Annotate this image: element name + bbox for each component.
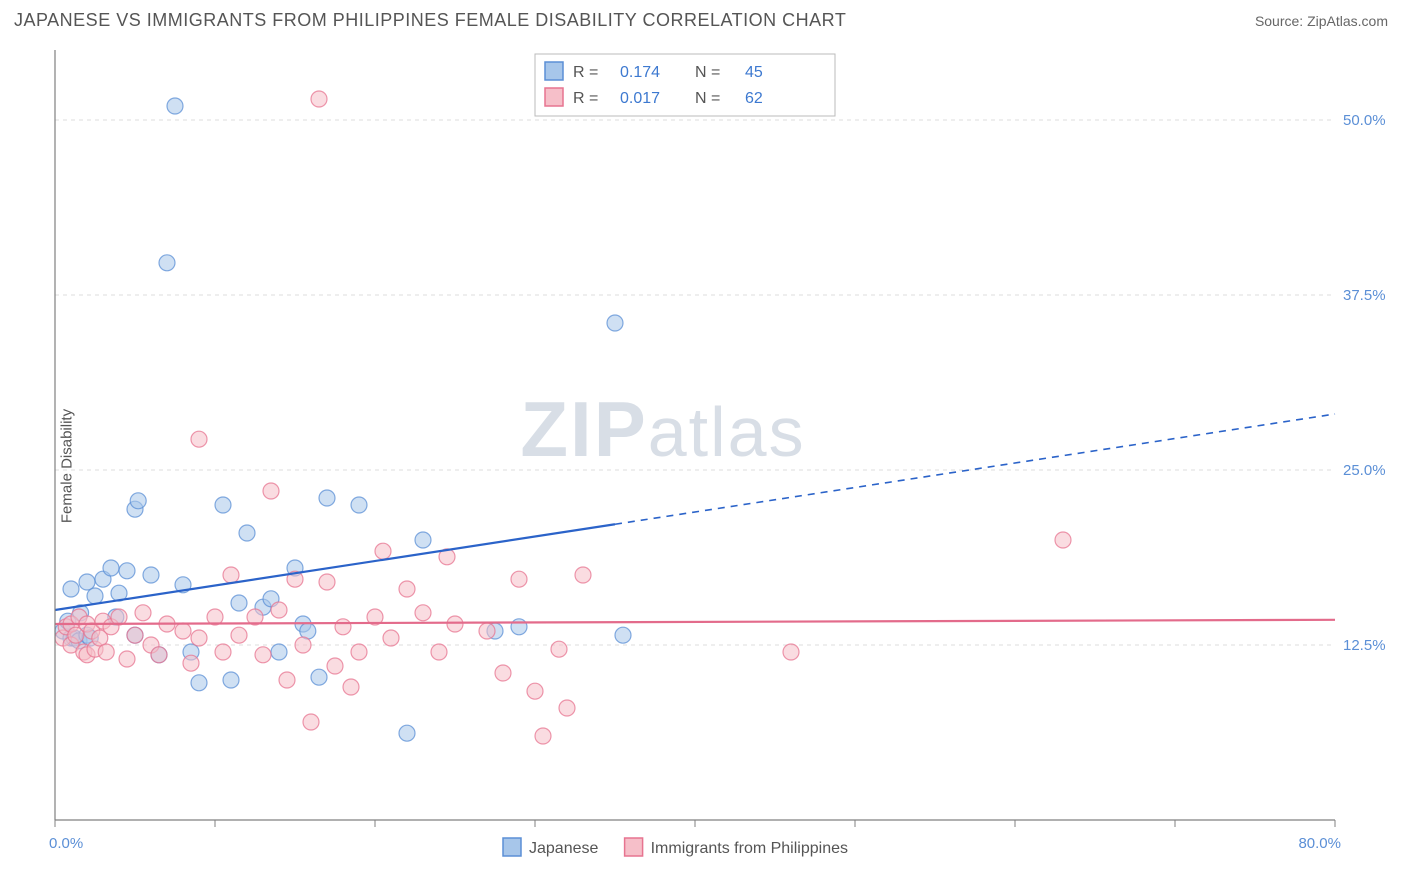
data-point xyxy=(111,609,127,625)
data-point xyxy=(175,623,191,639)
data-point xyxy=(255,647,271,663)
series-legend-swatch xyxy=(503,838,521,856)
data-point xyxy=(351,497,367,513)
data-point xyxy=(79,574,95,590)
data-point xyxy=(63,581,79,597)
data-point xyxy=(87,588,103,604)
data-point xyxy=(431,644,447,660)
data-point xyxy=(135,605,151,621)
data-point xyxy=(327,658,343,674)
data-point xyxy=(295,637,311,653)
legend-r-value: 0.017 xyxy=(620,90,660,107)
legend-n-value: 45 xyxy=(745,64,763,81)
data-point xyxy=(511,571,527,587)
y-tick-label: 25.0% xyxy=(1343,462,1386,479)
data-point xyxy=(535,728,551,744)
legend-n-value: 62 xyxy=(745,90,763,107)
chart-header: JAPANESE VS IMMIGRANTS FROM PHILIPPINES … xyxy=(0,0,1406,37)
data-point xyxy=(127,627,143,643)
data-point xyxy=(215,644,231,660)
data-point xyxy=(271,602,287,618)
y-tick-label: 50.0% xyxy=(1343,112,1386,129)
data-point xyxy=(575,567,591,583)
series-legend-label: Immigrants from Philippines xyxy=(651,840,848,857)
data-point xyxy=(1055,532,1071,548)
data-point xyxy=(311,669,327,685)
data-point xyxy=(215,497,231,513)
data-point xyxy=(415,532,431,548)
y-tick-label: 12.5% xyxy=(1343,637,1386,654)
series-legend-label: Japanese xyxy=(529,840,598,857)
data-point xyxy=(399,725,415,741)
data-point xyxy=(239,525,255,541)
data-point xyxy=(479,623,495,639)
legend-n-label: N = xyxy=(695,64,720,81)
chart-area: Female Disability 12.5% 25.0% 37.5% 50.0% ZI… xyxy=(0,40,1406,892)
data-point xyxy=(263,483,279,499)
data-point xyxy=(191,675,207,691)
data-point xyxy=(191,630,207,646)
legend-r-value: 0.174 xyxy=(620,64,660,81)
data-point xyxy=(271,644,287,660)
data-point xyxy=(130,493,146,509)
data-point xyxy=(527,683,543,699)
data-point xyxy=(319,574,335,590)
data-point xyxy=(415,605,431,621)
data-point xyxy=(615,627,631,643)
data-point xyxy=(335,619,351,635)
data-point xyxy=(167,98,183,114)
data-point xyxy=(303,714,319,730)
data-point xyxy=(383,630,399,646)
data-point xyxy=(231,627,247,643)
data-point xyxy=(223,567,239,583)
data-point xyxy=(399,581,415,597)
data-point xyxy=(103,560,119,576)
legend-swatch xyxy=(545,88,563,106)
data-point xyxy=(279,672,295,688)
data-point xyxy=(223,672,239,688)
data-point xyxy=(495,665,511,681)
data-point xyxy=(351,644,367,660)
series-legend-swatch xyxy=(625,838,643,856)
data-point xyxy=(319,490,335,506)
data-point xyxy=(191,431,207,447)
data-point xyxy=(343,679,359,695)
watermark: ZIPatlas xyxy=(520,385,805,473)
data-point xyxy=(511,619,527,635)
source-link[interactable]: ZipAtlas.com xyxy=(1307,13,1388,29)
x-tick-label: 80.0% xyxy=(1298,835,1341,852)
data-point xyxy=(783,644,799,660)
legend-swatch xyxy=(545,62,563,80)
data-point xyxy=(183,655,199,671)
y-tick-label: 37.5% xyxy=(1343,287,1386,304)
legend-r-label: R = xyxy=(573,64,598,81)
data-point xyxy=(231,595,247,611)
data-point xyxy=(119,651,135,667)
data-point xyxy=(551,641,567,657)
chart-title: JAPANESE VS IMMIGRANTS FROM PHILIPPINES … xyxy=(14,10,846,31)
data-point xyxy=(375,543,391,559)
source-attribution: Source: ZipAtlas.com xyxy=(1255,13,1388,29)
data-point xyxy=(311,91,327,107)
data-point xyxy=(151,647,167,663)
data-point xyxy=(559,700,575,716)
data-point xyxy=(119,563,135,579)
data-point xyxy=(98,644,114,660)
legend-n-label: N = xyxy=(695,90,720,107)
legend-r-label: R = xyxy=(573,90,598,107)
data-point xyxy=(159,255,175,271)
data-point xyxy=(607,315,623,331)
data-point xyxy=(447,616,463,632)
x-tick-label: 0.0% xyxy=(49,835,83,852)
trend-line-japanese xyxy=(55,524,615,610)
scatter-chart: 12.5% 25.0% 37.5% 50.0% ZIPatlas 0.0% 80.0% R =… xyxy=(0,40,1406,890)
data-point xyxy=(143,567,159,583)
trend-line-philippines xyxy=(55,620,1335,624)
y-axis-label: Female Disability xyxy=(59,409,76,523)
